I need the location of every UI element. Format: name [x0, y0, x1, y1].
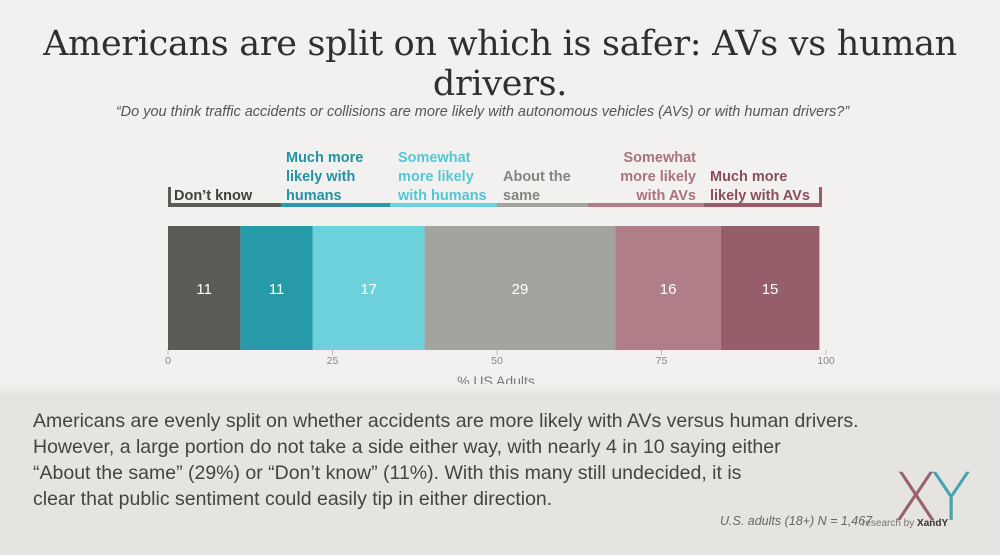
- summary-text: Americans are evenly split on whether ac…: [33, 408, 993, 512]
- summary-line: Americans are evenly split on whether ac…: [33, 410, 859, 432]
- bar-segment: [720, 226, 820, 350]
- chart-title: Americans are split on which is safer: A…: [43, 24, 957, 104]
- bar-segment: [424, 226, 616, 350]
- summary-line: “About the same” (29%) or “Don’t know” (…: [33, 462, 742, 484]
- category-label: About the: [503, 169, 571, 185]
- bar-value-label: 16: [660, 281, 677, 298]
- summary-line: However, a large portion do not take a s…: [33, 436, 781, 458]
- bar-value-label: 11: [196, 281, 212, 298]
- logo-y-glyph: Y: [931, 459, 971, 536]
- logo-brand: XandY: [917, 518, 949, 529]
- category-label: Much more: [710, 169, 787, 185]
- bar-value-label: 17: [360, 281, 377, 298]
- category-label: Don’t know: [174, 188, 253, 204]
- bar-value-label: 15: [762, 281, 779, 298]
- summary-panel: Americans are evenly split on whether ac…: [0, 384, 1000, 555]
- bar-value-label: 11: [269, 281, 285, 298]
- sample-note: U.S. adults (18+) N = 1,467: [720, 514, 873, 528]
- summary-line: clear that public sentiment could easily…: [33, 488, 553, 510]
- x-tick-label: 100: [817, 355, 835, 367]
- category-label: same: [503, 188, 540, 204]
- category-label: Somewhat: [623, 150, 696, 166]
- bar-segment: [168, 226, 241, 350]
- category-label: humans: [286, 188, 342, 204]
- category-label: more likely: [620, 169, 696, 185]
- x-tick-label: 75: [656, 355, 668, 367]
- category-label: likely with: [286, 169, 355, 185]
- bar-value-label: 29: [512, 281, 529, 298]
- logo-tagline-prefix: research by: [862, 518, 918, 529]
- xandy-logo-icon: X Y: [893, 459, 971, 536]
- bar-segment: [240, 226, 313, 350]
- category-label: more likely: [398, 169, 474, 185]
- category-label: Much more: [286, 150, 363, 166]
- logo-x-glyph: X: [893, 459, 938, 536]
- logo-tagline: research by XandY: [862, 518, 948, 529]
- bar-segment: [312, 226, 425, 350]
- x-tick-label: 50: [491, 355, 503, 367]
- category-label: with humans: [397, 188, 487, 204]
- category-label: with AVs: [635, 188, 696, 204]
- category-label: likely with AVs: [710, 188, 810, 204]
- stacked-bar-chart: 11 11 17 29 16 15 Don’t know Much more likely wi…: [165, 150, 835, 389]
- x-tick-label: 0: [165, 355, 171, 367]
- bar-segment: [615, 226, 721, 350]
- category-label: Somewhat: [398, 150, 471, 166]
- x-tick-label: 25: [327, 355, 339, 367]
- chart-subtitle: “Do you think traffic accidents or colli…: [115, 104, 850, 120]
